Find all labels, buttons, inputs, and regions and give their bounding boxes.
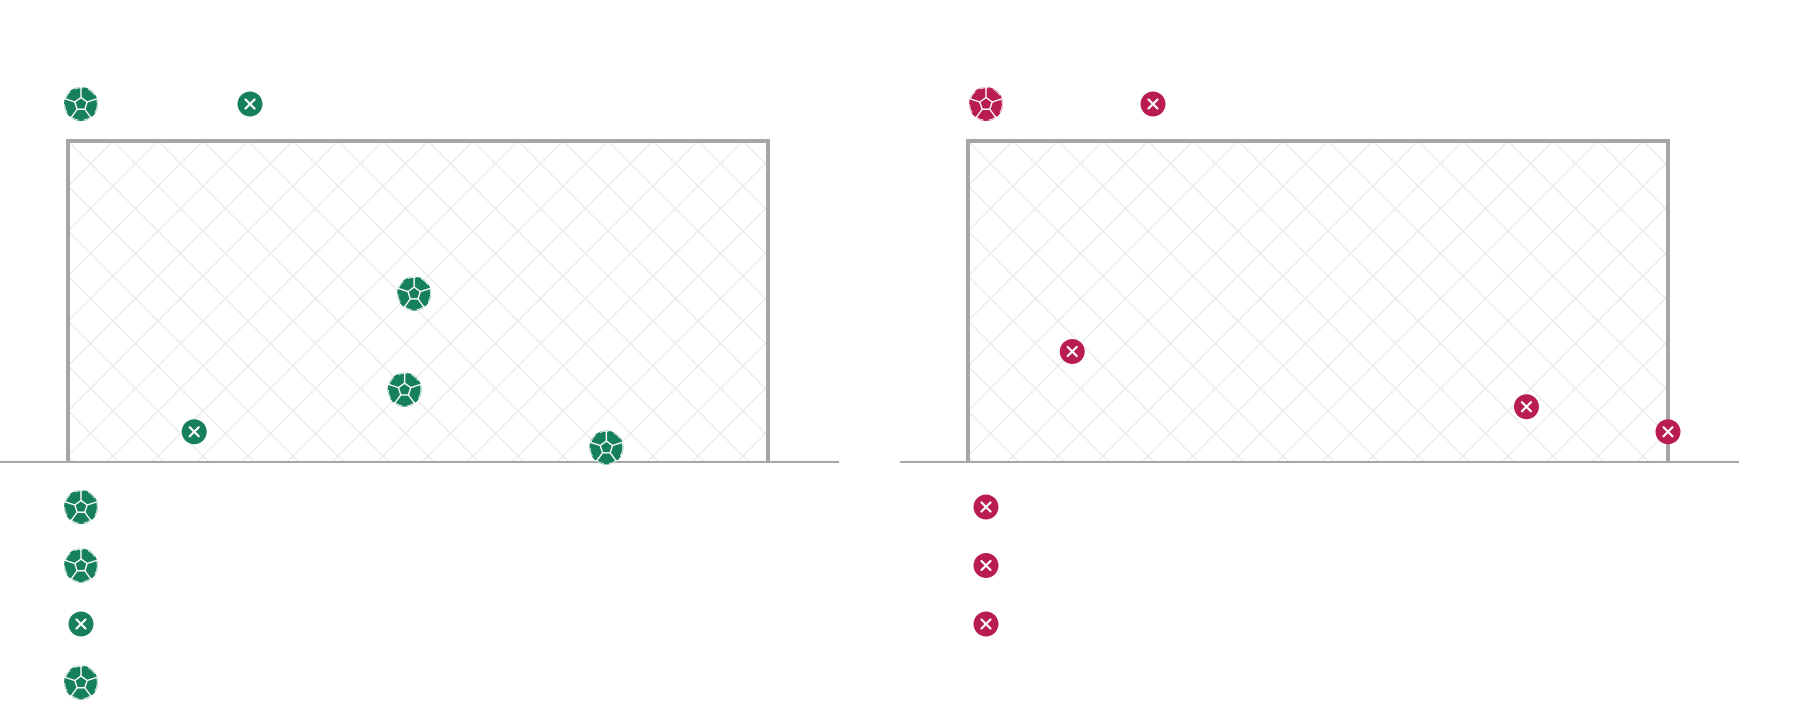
sequence-miss-icon <box>68 611 94 637</box>
team-panel-1 <box>0 87 839 700</box>
shot-goal-ball-icon <box>397 276 432 311</box>
header-legend <box>969 87 1166 121</box>
shot-markers <box>1059 338 1681 445</box>
shot-goal-ball-icon <box>387 372 422 407</box>
goal-net <box>968 141 1668 462</box>
goal-frame <box>966 139 1670 462</box>
sequence-miss-icon <box>973 553 999 578</box>
sequence-goal-icon <box>64 665 98 700</box>
shot-markers <box>181 276 624 465</box>
header-legend <box>64 87 263 121</box>
shot-goal-ball-icon <box>589 430 624 465</box>
goal-frame <box>66 139 770 462</box>
shot-miss-x-icon <box>1513 394 1539 420</box>
legend-miss-icon <box>1140 91 1166 117</box>
legend-goal-icon <box>64 87 98 121</box>
shootout-sequence <box>973 494 999 637</box>
legend-miss-icon <box>237 91 263 117</box>
sequence-miss-icon <box>973 494 999 520</box>
shot-miss-x-icon <box>1655 419 1681 445</box>
sequence-miss-icon <box>973 611 999 637</box>
sequence-goal-icon <box>64 490 98 524</box>
shot-miss-x-icon <box>181 419 207 445</box>
sequence-goal-icon <box>64 548 98 583</box>
shot-miss-x-icon <box>1059 338 1085 364</box>
legend-goal-icon <box>969 87 1003 121</box>
shootout-sequence <box>64 490 98 700</box>
team-panel-2 <box>900 87 1739 637</box>
